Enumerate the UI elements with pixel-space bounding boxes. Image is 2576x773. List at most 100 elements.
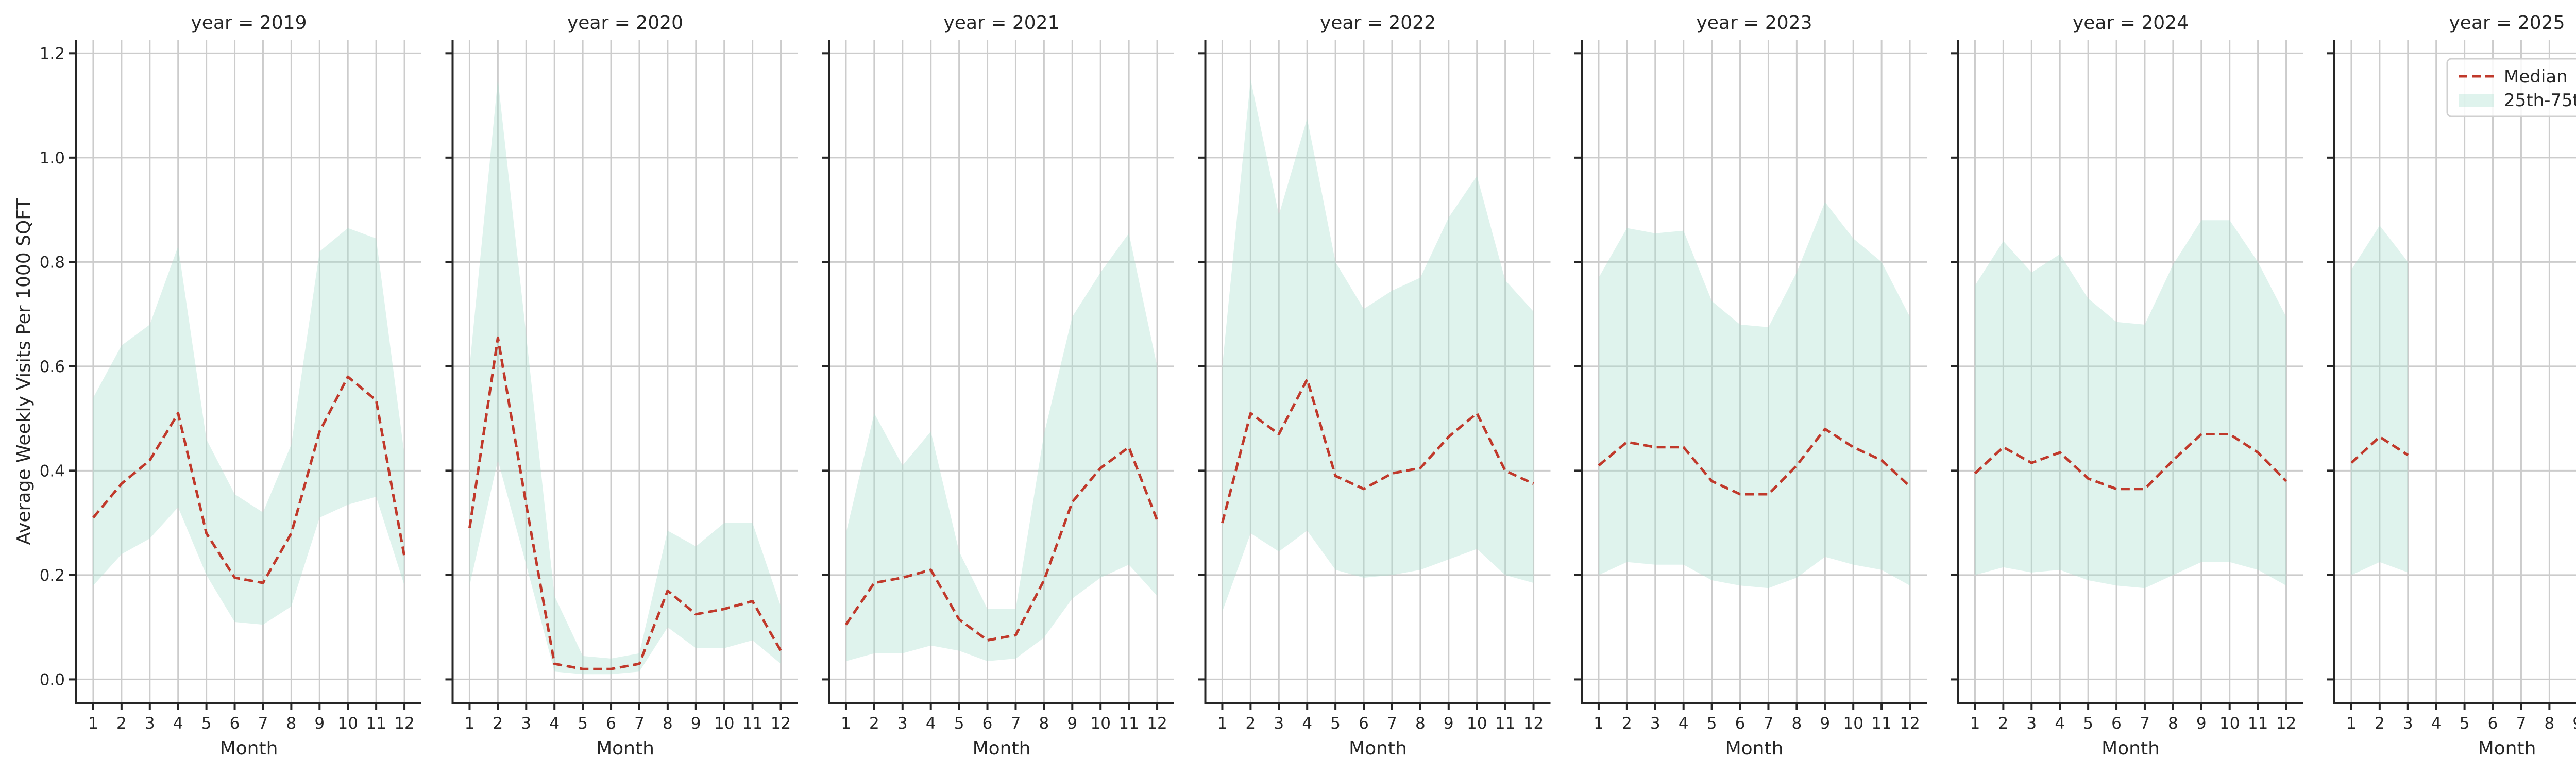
x-tick-label: 11 <box>1495 714 1515 733</box>
x-tick-label: 3 <box>1650 714 1660 733</box>
x-tick-label: 11 <box>742 714 762 733</box>
x-tick-label: 6 <box>230 714 240 733</box>
x-tick-label: 2 <box>1246 714 1256 733</box>
x-tick-label: 10 <box>1467 714 1487 733</box>
facet-panel-2019: 0.00.20.40.60.81.01.21 2 3 4 5 6 7 8 9 10 11 12Mont… <box>40 12 421 759</box>
median-line-2024 <box>1974 433 2287 491</box>
x-tick-label: 5 <box>1330 714 1341 733</box>
x-tick-label: 4 <box>173 714 183 733</box>
x-tick-label: 11 <box>1118 714 1139 733</box>
x-tick-label: 12 <box>2276 714 2296 733</box>
x-axis-label: Month <box>2102 738 2160 759</box>
y-axis-label: Average Weekly Visits Per 1000 SQFT <box>13 198 35 545</box>
x-tick-label: 7 <box>1387 714 1397 733</box>
x-tick-label: 5 <box>1707 714 1717 733</box>
x-tick-label: 6 <box>2488 714 2498 733</box>
x-tick-label: 4 <box>926 714 936 733</box>
panel-title: year = 2021 <box>944 12 1060 33</box>
x-tick-label: 2 <box>1622 714 1632 733</box>
y-axis-label-layer: Average Weekly Visits Per 1000 SQFT <box>13 198 35 545</box>
x-tick-label: 8 <box>2545 714 2555 733</box>
x-tick-label: 12 <box>1147 714 1167 733</box>
panel-title: year = 2025 <box>2449 12 2565 33</box>
legend: Median 25th-75th Percentile <box>2446 58 2576 117</box>
x-tick-label: 7 <box>634 714 645 733</box>
x-tick-label: 3 <box>2403 714 2413 733</box>
percentile-band-2022 <box>1222 79 1534 612</box>
x-tick-label: 10 <box>2219 714 2240 733</box>
median-line-2025 <box>2350 435 2409 464</box>
x-tick-label: 1 <box>465 714 475 733</box>
x-tick-label: 3 <box>1274 714 1284 733</box>
x-tick-label: 10 <box>1090 714 1110 733</box>
y-tick-label: 1.0 <box>40 149 65 167</box>
legend-band-label: 25th-75th Percentile <box>2504 90 2576 111</box>
x-tick-label: 1 <box>1217 714 1228 733</box>
x-tick-label: 1 <box>2346 714 2357 733</box>
y-tick-label: 0.0 <box>40 670 65 689</box>
median-line-2021 <box>844 446 1159 642</box>
x-tick-label: 2 <box>116 714 127 733</box>
x-tick-label: 9 <box>1820 714 1830 733</box>
x-tick-label: 2 <box>869 714 879 733</box>
x-tick-label: 11 <box>2248 714 2268 733</box>
median-line-2022 <box>1221 378 1534 524</box>
panel-title: year = 2023 <box>1697 12 1812 33</box>
x-axis-label: Month <box>1725 738 1784 759</box>
x-tick-label: 8 <box>286 714 297 733</box>
panel-title: year = 2019 <box>191 12 307 33</box>
x-tick-label: 9 <box>2572 714 2576 733</box>
x-tick-label: 8 <box>2168 714 2178 733</box>
median-line-2020 <box>468 336 782 670</box>
y-tick-label: 0.8 <box>40 253 65 272</box>
y-tick-label: 0.6 <box>40 358 65 376</box>
median-line-2023 <box>1598 427 1911 496</box>
x-tick-label: 9 <box>691 714 701 733</box>
x-tick-label: 4 <box>1302 714 1312 733</box>
x-tick-label: 10 <box>337 714 358 733</box>
x-tick-label: 7 <box>2516 714 2527 733</box>
x-tick-label: 6 <box>1359 714 1369 733</box>
x-axis-label: Month <box>220 738 278 759</box>
x-tick-label: 8 <box>1039 714 1049 733</box>
x-tick-label: 4 <box>2431 714 2442 733</box>
percentile-band-2019 <box>93 228 404 625</box>
legend-median-label: Median <box>2504 66 2568 87</box>
x-tick-label: 3 <box>521 714 531 733</box>
panel-title: year = 2022 <box>1320 12 1436 33</box>
x-tick-label: 8 <box>1792 714 1802 733</box>
x-tick-label: 9 <box>2196 714 2207 733</box>
x-tick-label: 7 <box>2140 714 2150 733</box>
x-tick-label: 5 <box>2083 714 2093 733</box>
x-tick-label: 9 <box>1067 714 1077 733</box>
x-axis-label: Month <box>1349 738 1407 759</box>
x-tick-label: 9 <box>1444 714 1454 733</box>
x-tick-label: 2 <box>493 714 503 733</box>
x-tick-label: 3 <box>2026 714 2037 733</box>
x-tick-label: 3 <box>145 714 155 733</box>
x-tick-label: 4 <box>2055 714 2065 733</box>
x-tick-label: 1 <box>1970 714 1980 733</box>
x-tick-label: 10 <box>714 714 734 733</box>
x-tick-label: 6 <box>982 714 993 733</box>
percentile-band-2020 <box>469 79 781 675</box>
x-tick-label: 8 <box>663 714 673 733</box>
x-tick-label: 12 <box>1523 714 1544 733</box>
x-tick-label: 4 <box>1679 714 1689 733</box>
x-tick-label: 1 <box>1594 714 1604 733</box>
x-tick-label: 11 <box>366 714 386 733</box>
x-tick-label: 7 <box>258 714 268 733</box>
x-tick-label: 12 <box>1900 714 1920 733</box>
median-line-2019 <box>92 375 406 584</box>
x-tick-label: 7 <box>1764 714 1774 733</box>
x-tick-label: 5 <box>2460 714 2470 733</box>
x-tick-label: 5 <box>578 714 588 733</box>
x-tick-label: 2 <box>2375 714 2385 733</box>
y-tick-label: 0.4 <box>40 462 65 480</box>
